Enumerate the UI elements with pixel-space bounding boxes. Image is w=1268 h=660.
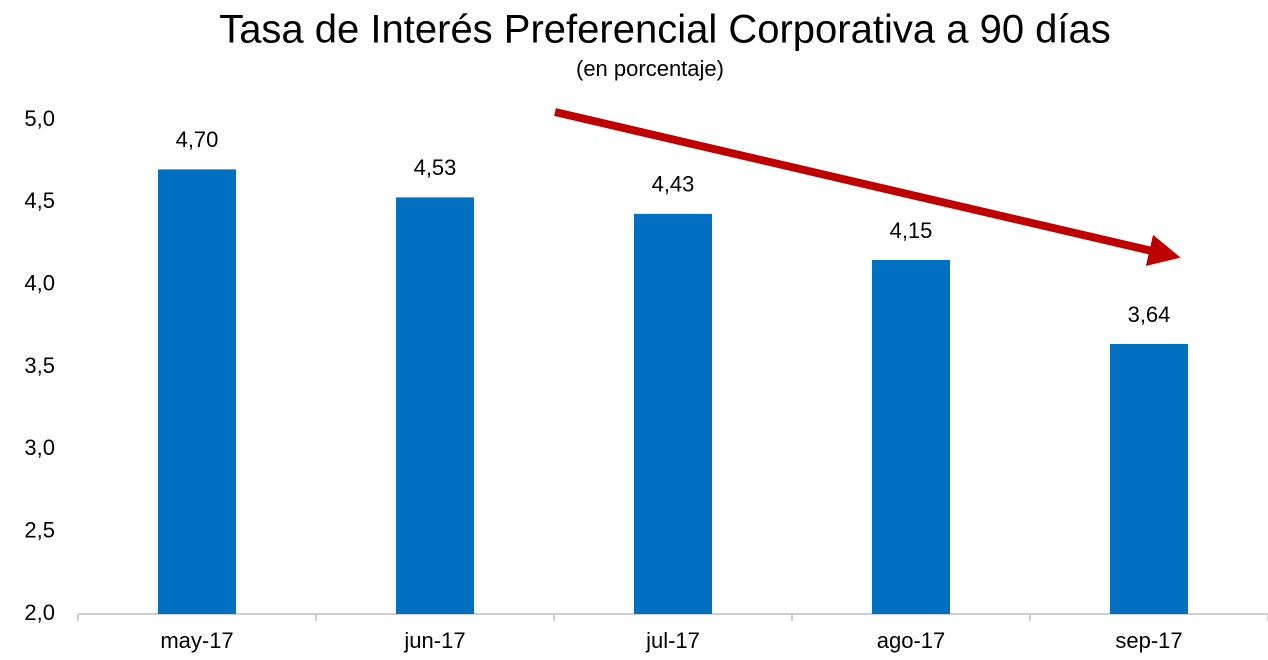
x-tick-label: jul-17 [645,628,700,653]
chart-title: Tasa de Interés Preferencial Corporativa… [219,8,1111,52]
data-label: 4,70 [176,127,219,152]
x-tick-label: may-17 [160,628,233,653]
y-tick-label: 4,0 [24,270,55,295]
data-label: 4,43 [652,172,695,197]
bar [872,259,950,614]
y-tick-label: 4,5 [24,188,55,213]
y-tick-label: 3,0 [24,435,55,460]
x-tick-label: jun-17 [403,628,465,653]
data-label: 4,15 [890,218,933,243]
bar [396,197,474,615]
y-tick-label: 2,5 [24,517,55,542]
data-label: 3,64 [1128,302,1171,327]
data-label: 4,53 [414,155,457,180]
y-tick-label: 5,0 [24,106,55,131]
x-tick-label: ago-17 [877,628,946,653]
bar [158,169,236,614]
chart-subtitle: (en porcentaje) [576,56,724,81]
trend-arrow [554,108,1181,266]
bar [1110,343,1188,614]
y-tick-label: 2,0 [24,600,55,625]
y-tick-label: 3,5 [24,353,55,378]
bar [634,213,712,615]
x-tick-label: sep-17 [1115,628,1182,653]
